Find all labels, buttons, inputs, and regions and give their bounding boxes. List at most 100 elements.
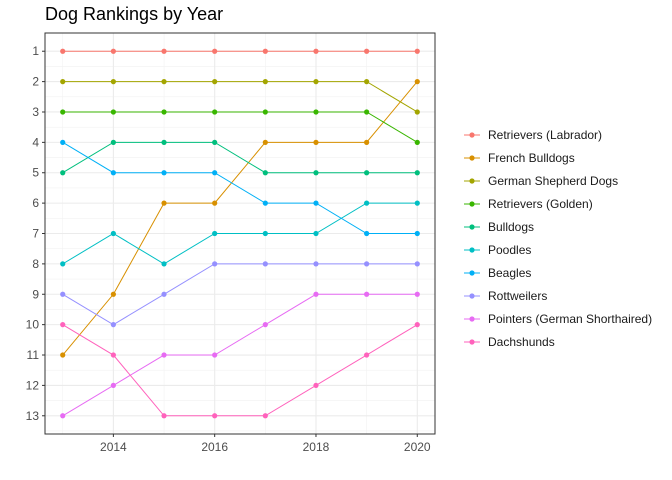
data-point — [212, 109, 218, 115]
legend-label: Retrievers (Golden) — [488, 197, 593, 211]
data-point — [110, 322, 116, 328]
data-point — [262, 139, 268, 145]
y-tick-label: 6 — [32, 196, 39, 210]
data-point — [313, 261, 319, 267]
data-point — [60, 170, 66, 176]
legend-label: Beagles — [488, 266, 531, 280]
data-point — [161, 200, 167, 206]
data-point — [364, 109, 370, 115]
legend-label: Bulldogs — [488, 220, 534, 234]
series-line — [62, 81, 418, 113]
data-point — [414, 322, 420, 328]
x-tick-label: 2018 — [303, 440, 330, 454]
legend-label: Rottweilers — [488, 289, 547, 303]
data-point — [414, 139, 420, 145]
data-point — [414, 170, 420, 176]
data-point — [262, 322, 268, 328]
data-point — [161, 170, 167, 176]
data-point — [262, 170, 268, 176]
legend-label: Dachshunds — [488, 335, 555, 349]
data-point — [313, 79, 319, 85]
data-point — [161, 291, 167, 297]
data-point — [364, 48, 370, 54]
data-point — [262, 79, 268, 85]
y-tick-label: 7 — [32, 227, 39, 241]
data-point — [262, 109, 268, 115]
y-tick-label: 5 — [32, 166, 39, 180]
x-tick-label: 2020 — [404, 440, 431, 454]
y-tick-label: 2 — [32, 75, 39, 89]
data-point — [313, 200, 319, 206]
series-line — [62, 202, 418, 265]
legend-label: German Shepherd Dogs — [488, 174, 618, 188]
data-point — [110, 109, 116, 115]
data-point — [414, 109, 420, 115]
y-tick-label: 3 — [32, 105, 39, 119]
data-point — [262, 200, 268, 206]
data-point — [161, 48, 167, 54]
data-point — [313, 291, 319, 297]
series-line — [62, 111, 418, 143]
legend-key-point — [469, 155, 475, 161]
data-point — [60, 48, 66, 54]
data-point — [110, 382, 116, 388]
y-tick-label: 4 — [32, 135, 39, 149]
y-tick-label: 8 — [32, 257, 39, 271]
data-point — [262, 230, 268, 237]
data-point — [414, 230, 420, 237]
legend-label: Poodles — [488, 243, 531, 257]
data-point — [212, 200, 218, 206]
y-tick-label: 13 — [26, 409, 40, 423]
data-point — [313, 170, 319, 176]
data-point — [110, 170, 116, 176]
x-tick-label: 2016 — [201, 440, 228, 454]
data-point — [313, 109, 319, 115]
data-point — [212, 230, 218, 237]
data-point — [364, 230, 370, 237]
data-point — [60, 261, 66, 267]
data-point — [313, 382, 319, 388]
data-point — [60, 322, 66, 328]
data-point — [110, 291, 116, 297]
chart-title: Dog Rankings by Year — [45, 4, 224, 24]
data-point — [161, 109, 167, 115]
data-point — [262, 261, 268, 267]
data-point — [364, 291, 370, 297]
x-tick-label: 2014 — [100, 440, 127, 454]
data-point — [60, 139, 66, 145]
y-tick-label: 10 — [26, 318, 40, 332]
data-point — [212, 170, 218, 176]
data-point — [110, 352, 116, 358]
data-point — [110, 230, 116, 237]
data-point — [60, 352, 66, 358]
data-point — [262, 413, 268, 419]
data-point — [414, 291, 420, 297]
data-point — [212, 261, 218, 267]
y-tick-label: 9 — [32, 287, 39, 301]
data-point — [212, 48, 218, 54]
data-point — [212, 139, 218, 145]
data-point — [364, 200, 370, 206]
series-line — [62, 324, 418, 417]
data-point — [212, 413, 218, 419]
data-point — [161, 139, 167, 145]
legend-label: Pointers (German Shorthaired) — [488, 312, 652, 326]
legend-key-point — [469, 293, 475, 299]
data-point — [414, 261, 420, 267]
data-point — [60, 291, 66, 297]
legend-key-point — [469, 224, 475, 230]
data-point — [313, 230, 319, 237]
data-point — [60, 413, 66, 419]
legend-key-point — [469, 270, 475, 276]
data-point — [161, 413, 167, 419]
y-tick-label: 12 — [26, 378, 40, 392]
series-line — [62, 141, 418, 234]
data-point — [60, 79, 66, 85]
legend-key-point — [469, 339, 475, 345]
data-point — [414, 79, 420, 85]
data-point — [60, 109, 66, 115]
legend-key-point — [469, 178, 475, 184]
data-point — [110, 48, 116, 54]
